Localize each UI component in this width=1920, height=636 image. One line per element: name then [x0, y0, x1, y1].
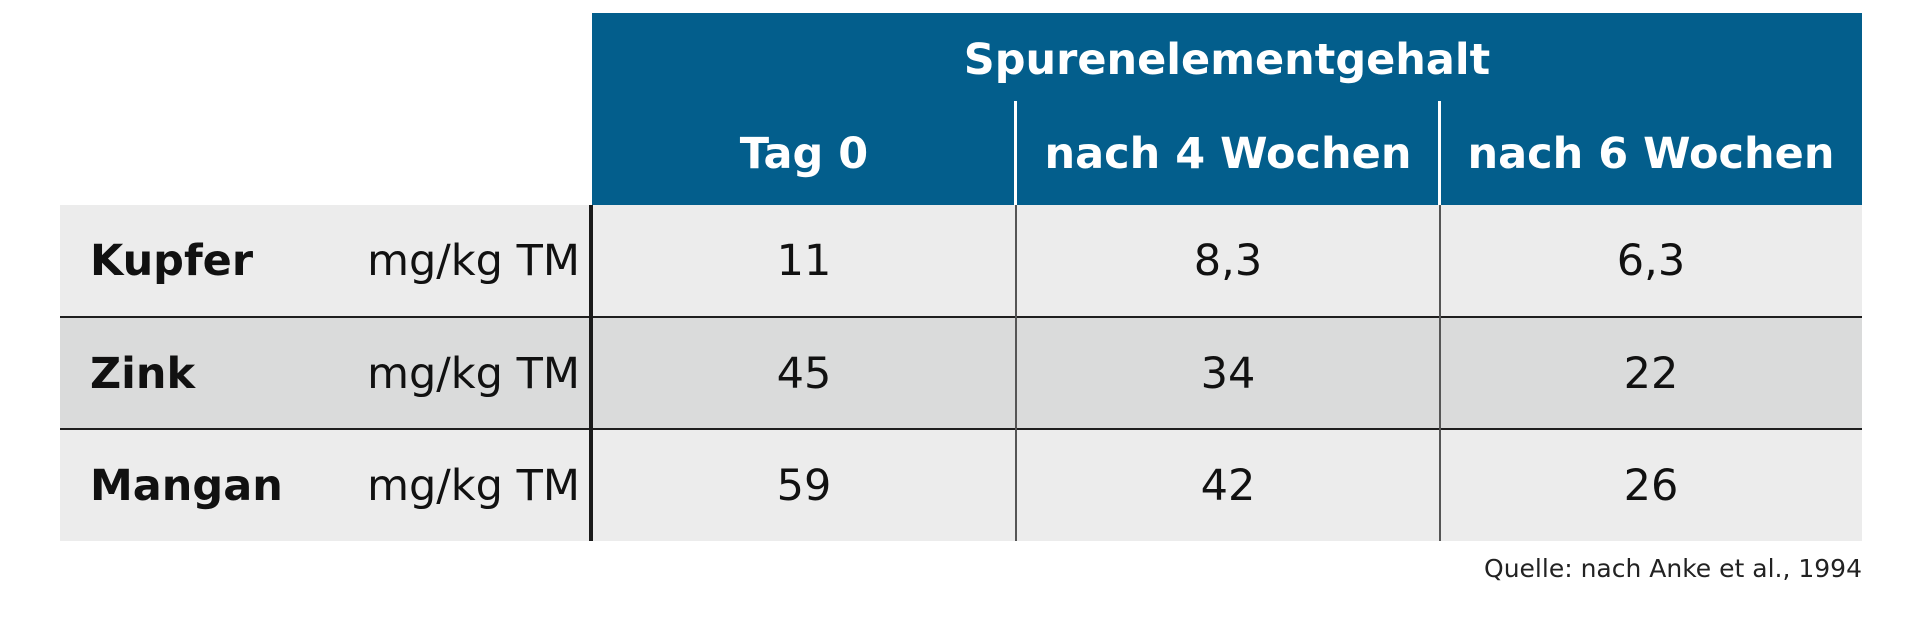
table-cell: 45	[776, 349, 832, 399]
column-header-week-6: nach 6 Wochen	[1467, 129, 1835, 179]
row-label: Zink	[90, 349, 196, 399]
row-label: Kupfer	[90, 236, 254, 286]
table-cell: 42	[1200, 461, 1256, 511]
table-cell: 11	[776, 236, 832, 286]
table-cell: 59	[776, 461, 832, 511]
table-cell: 34	[1200, 349, 1256, 399]
table-cell: 8,3	[1193, 236, 1263, 286]
row-divider	[60, 316, 1862, 318]
column-header-week-4: nach 4 Wochen	[1044, 129, 1412, 179]
row-divider	[60, 428, 1862, 430]
row-unit: mg/kg TM	[367, 349, 580, 399]
row-unit: mg/kg TM	[367, 236, 580, 286]
table-cell: 22	[1623, 349, 1679, 399]
source-note: Quelle: nach Anke et al., 1994	[1484, 554, 1862, 583]
table-cell: 6,3	[1616, 236, 1686, 286]
header-divider	[1438, 101, 1441, 205]
table-cell: 26	[1623, 461, 1679, 511]
table-row-zink: Zink mg/kg TM 45 34 22	[60, 318, 1862, 430]
table-row-kupfer: Kupfer mg/kg TM 11 8,3 6,3	[60, 205, 1862, 317]
row-label: Mangan	[90, 461, 283, 511]
column-header-day-0: Tag 0	[739, 129, 869, 179]
table-header: Spurenelementgehalt Tag 0 nach 4 Wochen …	[592, 13, 1862, 205]
group-header-title: Spurenelementgehalt	[963, 35, 1491, 85]
column-divider	[1015, 205, 1017, 541]
header-divider	[1014, 101, 1017, 205]
column-divider	[1439, 205, 1441, 541]
table-row-mangan: Mangan mg/kg TM 59 42 26	[60, 430, 1862, 541]
row-unit: mg/kg TM	[367, 461, 580, 511]
label-column-divider	[589, 205, 593, 541]
